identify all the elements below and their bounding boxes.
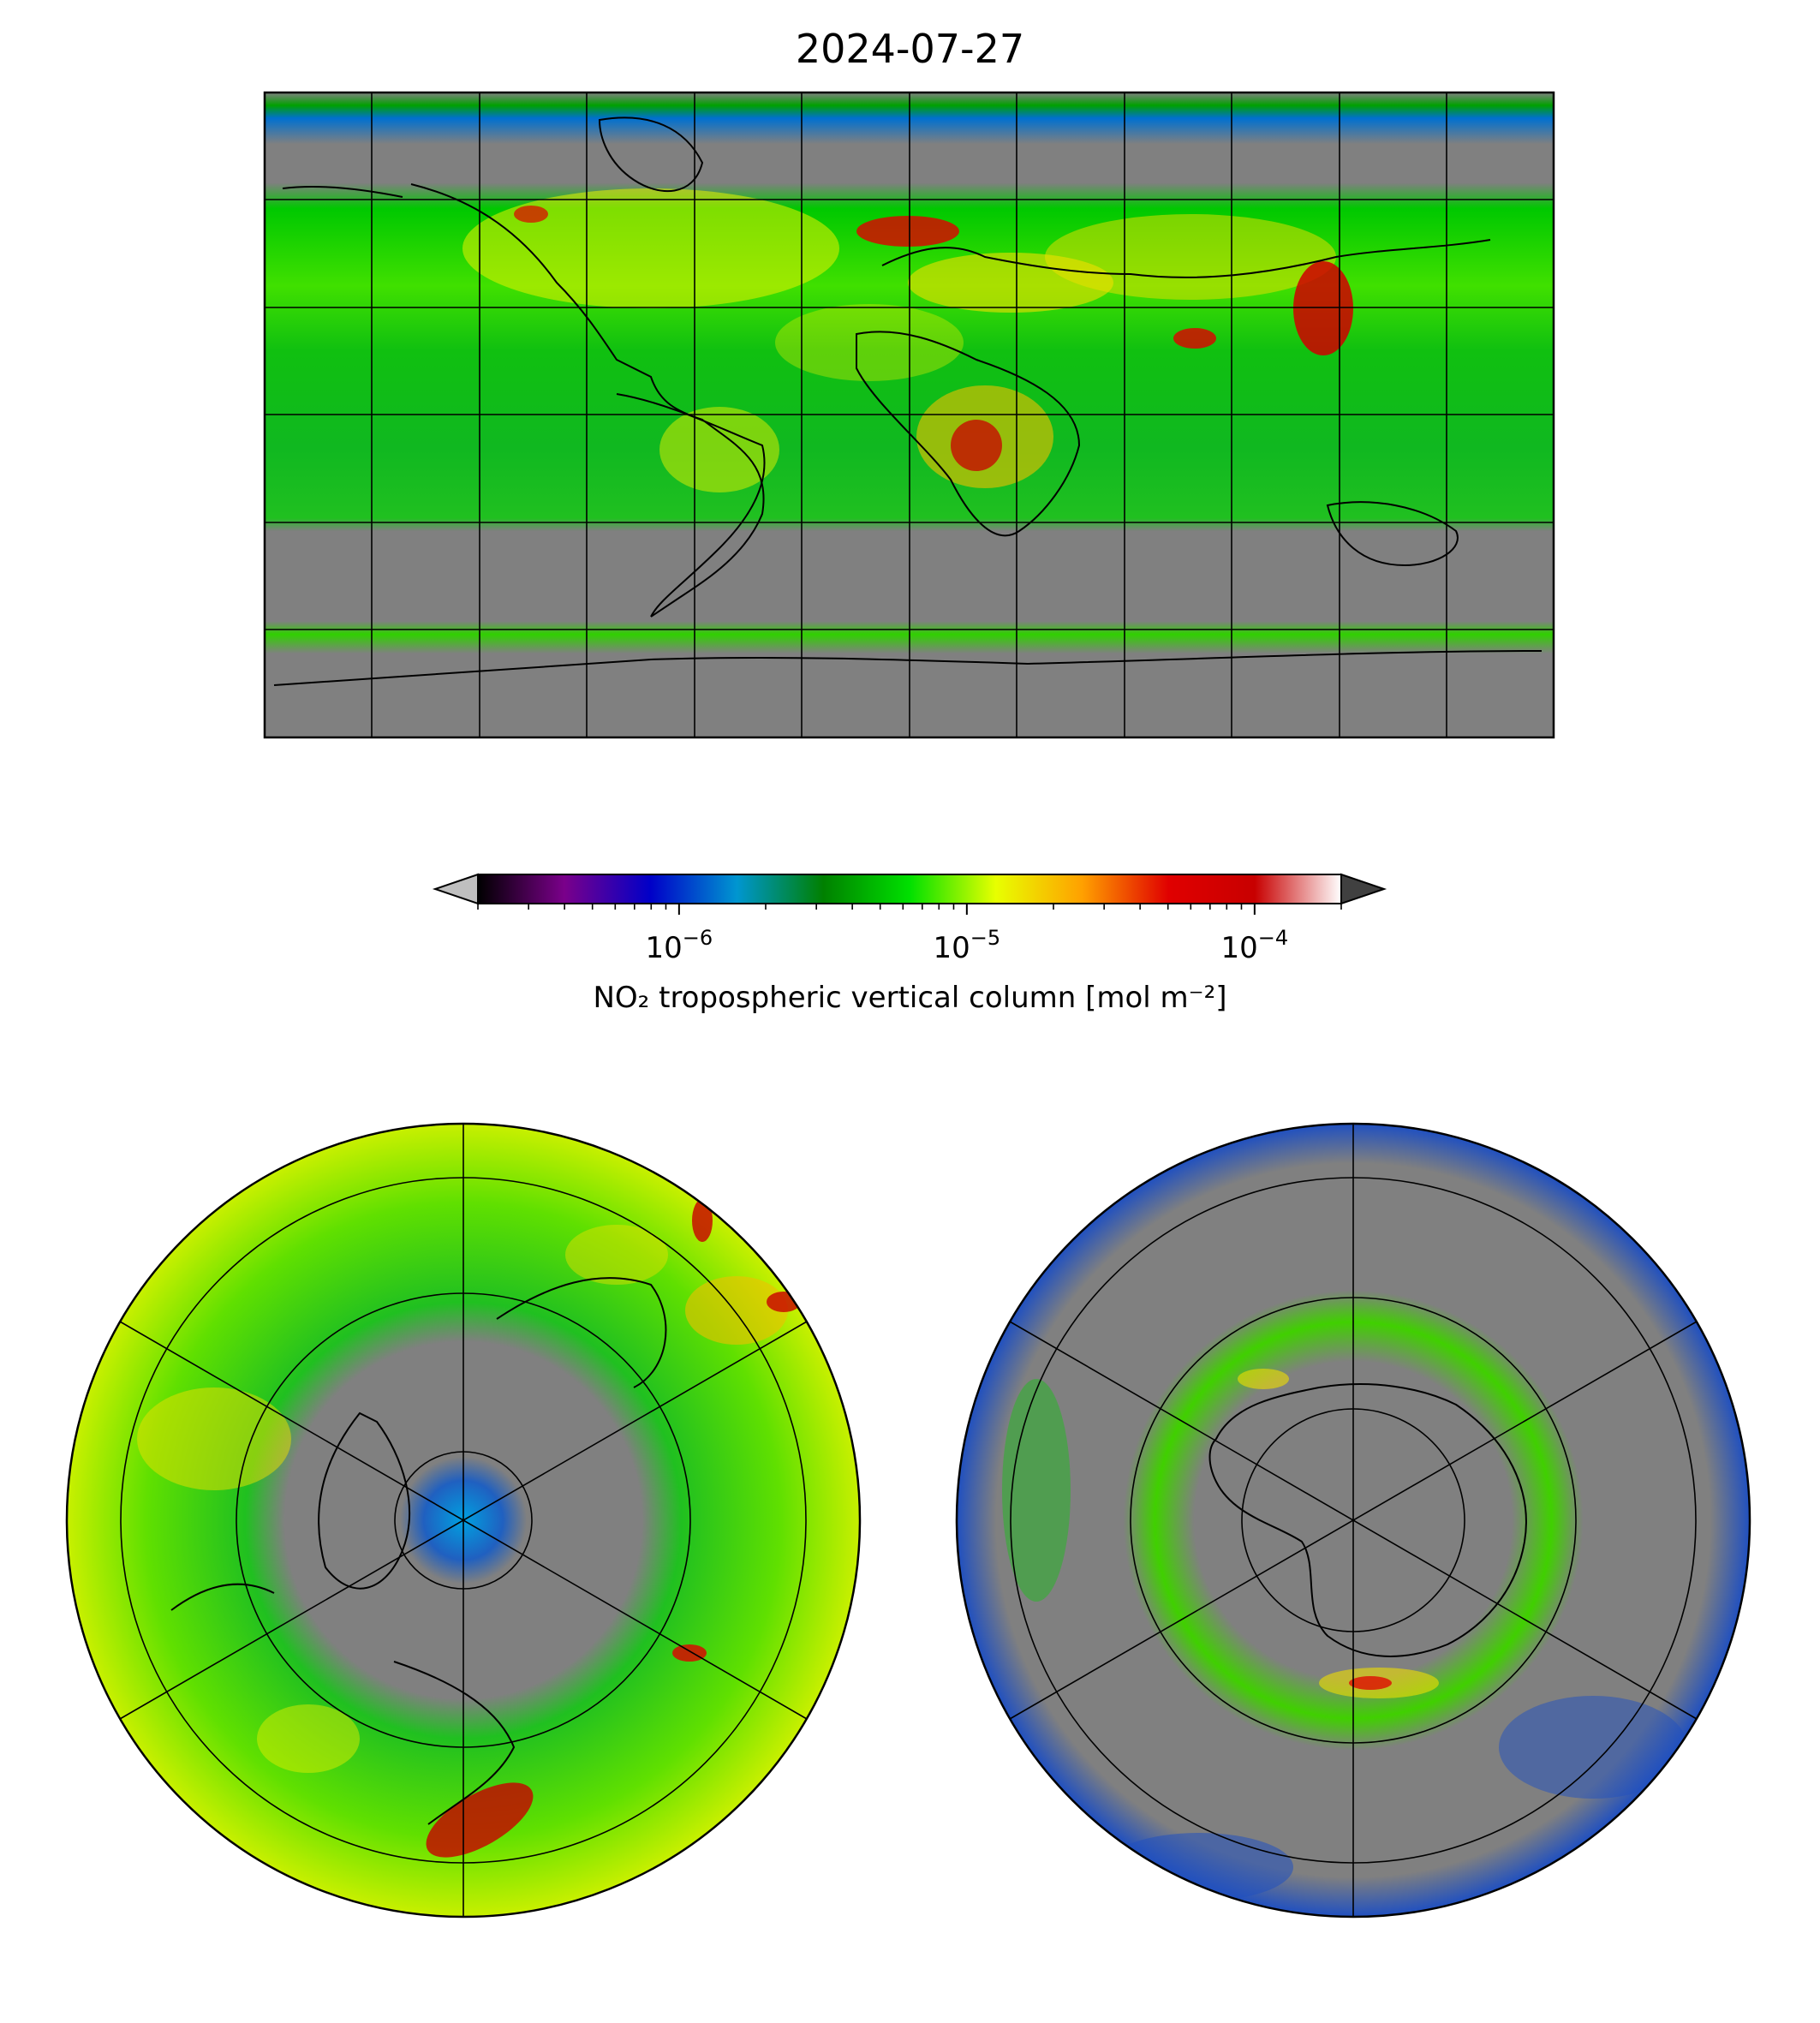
north-polar-hotspots bbox=[137, 1199, 801, 1858]
south-polar-frame bbox=[955, 1122, 1751, 1919]
global-gridlines bbox=[265, 92, 1554, 737]
south-polar-hotspots bbox=[1002, 1369, 1687, 1901]
colorbar-over-extension bbox=[1340, 873, 1387, 905]
map-title: 2024-07-27 bbox=[795, 26, 1025, 72]
colorbar-label: NO₂ tropospheric vertical column [mol m⁻… bbox=[593, 981, 1227, 1015]
north-polar-coastlines bbox=[170, 1277, 667, 1825]
south-polar-gridlines bbox=[1009, 1124, 1698, 1917]
colorbar-tick-label: 10−4 bbox=[1221, 926, 1289, 965]
global-map bbox=[263, 91, 1555, 739]
north-polar-gridlines bbox=[119, 1124, 808, 1917]
colorbar-minor-ticks bbox=[477, 904, 1342, 910]
north-polar-frame bbox=[65, 1122, 862, 1919]
colorbar-frame bbox=[477, 874, 1342, 904]
global-map-frame bbox=[263, 91, 1555, 739]
colorbar-tick-label: 10−5 bbox=[934, 926, 1001, 965]
south-polar-coastlines bbox=[1208, 1383, 1527, 1657]
colorbar-under-extension bbox=[432, 873, 479, 905]
colorbar-major-ticks: 10−6 10−5 10−4 bbox=[646, 904, 1289, 965]
global-hotspots bbox=[462, 188, 1353, 492]
colorbar: 10−6 10−5 10−4 bbox=[432, 873, 1387, 965]
colorbar-gradient bbox=[478, 874, 1341, 904]
global-coastlines bbox=[273, 116, 1543, 686]
north-polar-map bbox=[65, 1122, 862, 1919]
south-polar-map bbox=[955, 1122, 1751, 1919]
colorbar-tick-label: 10−6 bbox=[646, 926, 713, 965]
